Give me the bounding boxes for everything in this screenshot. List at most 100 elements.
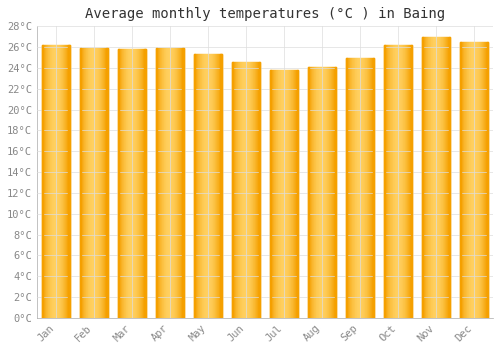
Bar	[334, 67, 336, 318]
Bar	[360, 57, 362, 318]
Bar	[477, 42, 478, 318]
Bar	[468, 42, 469, 318]
Bar	[461, 42, 462, 318]
Bar	[258, 62, 259, 318]
Bar	[254, 62, 255, 318]
Bar	[233, 62, 234, 318]
Bar	[46, 45, 47, 318]
Bar	[392, 45, 393, 318]
Bar	[234, 62, 235, 318]
Bar	[43, 45, 44, 318]
Bar	[318, 67, 319, 318]
Bar	[288, 70, 290, 318]
Bar	[390, 45, 391, 318]
Bar	[354, 57, 355, 318]
Bar	[467, 42, 468, 318]
Bar	[169, 48, 170, 318]
Bar	[393, 45, 394, 318]
Bar	[346, 57, 348, 318]
Bar	[358, 57, 360, 318]
Bar	[474, 42, 476, 318]
Bar	[219, 54, 220, 318]
Bar	[235, 62, 236, 318]
Bar	[94, 48, 95, 318]
Bar	[232, 62, 234, 318]
Bar	[346, 57, 347, 318]
Bar	[244, 62, 245, 318]
Bar	[130, 49, 131, 318]
Bar	[212, 54, 214, 318]
Bar	[313, 67, 314, 318]
Bar	[350, 57, 351, 318]
Bar	[98, 48, 100, 318]
Bar	[311, 67, 312, 318]
Bar	[48, 45, 49, 318]
Bar	[202, 54, 203, 318]
Bar	[367, 57, 368, 318]
Bar	[309, 67, 310, 318]
Bar	[322, 67, 324, 318]
Bar	[296, 70, 297, 318]
Bar	[470, 42, 472, 318]
Bar	[259, 62, 260, 318]
Bar	[42, 45, 43, 318]
Bar	[272, 70, 273, 318]
Bar	[102, 48, 104, 318]
Bar	[431, 37, 432, 318]
Bar	[369, 57, 370, 318]
Bar	[282, 70, 284, 318]
Bar	[248, 62, 250, 318]
Bar	[270, 70, 271, 318]
Bar	[408, 45, 409, 318]
Bar	[178, 48, 179, 318]
Bar	[246, 62, 248, 318]
Bar	[132, 49, 133, 318]
Bar	[462, 42, 463, 318]
Bar	[145, 49, 146, 318]
Bar	[404, 45, 405, 318]
Bar	[480, 42, 481, 318]
Bar	[239, 62, 240, 318]
Bar	[373, 57, 374, 318]
Bar	[156, 48, 158, 318]
Bar	[434, 37, 436, 318]
Bar	[364, 57, 365, 318]
Bar	[216, 54, 217, 318]
Bar	[293, 70, 294, 318]
Bar	[210, 54, 212, 318]
Bar	[315, 67, 316, 318]
Bar	[366, 57, 367, 318]
Bar	[51, 45, 52, 318]
Bar	[482, 42, 483, 318]
Bar	[443, 37, 444, 318]
Bar	[447, 37, 448, 318]
Bar	[165, 48, 166, 318]
Bar	[131, 49, 132, 318]
Bar	[90, 48, 91, 318]
Bar	[180, 48, 181, 318]
Bar	[333, 67, 334, 318]
Bar	[314, 67, 315, 318]
Bar	[427, 37, 428, 318]
Bar	[242, 62, 243, 318]
Bar	[203, 54, 204, 318]
Bar	[107, 48, 108, 318]
Bar	[84, 48, 85, 318]
Bar	[240, 62, 241, 318]
Bar	[442, 37, 443, 318]
Bar	[80, 48, 81, 318]
Bar	[347, 57, 348, 318]
Bar	[391, 45, 392, 318]
Bar	[472, 42, 474, 318]
Bar	[430, 37, 431, 318]
Bar	[485, 42, 486, 318]
Bar	[200, 54, 201, 318]
Bar	[208, 54, 210, 318]
Bar	[134, 49, 136, 318]
Bar	[258, 62, 260, 318]
Bar	[221, 54, 222, 318]
Bar	[81, 48, 82, 318]
Bar	[220, 54, 221, 318]
Bar	[183, 48, 184, 318]
Bar	[296, 70, 298, 318]
